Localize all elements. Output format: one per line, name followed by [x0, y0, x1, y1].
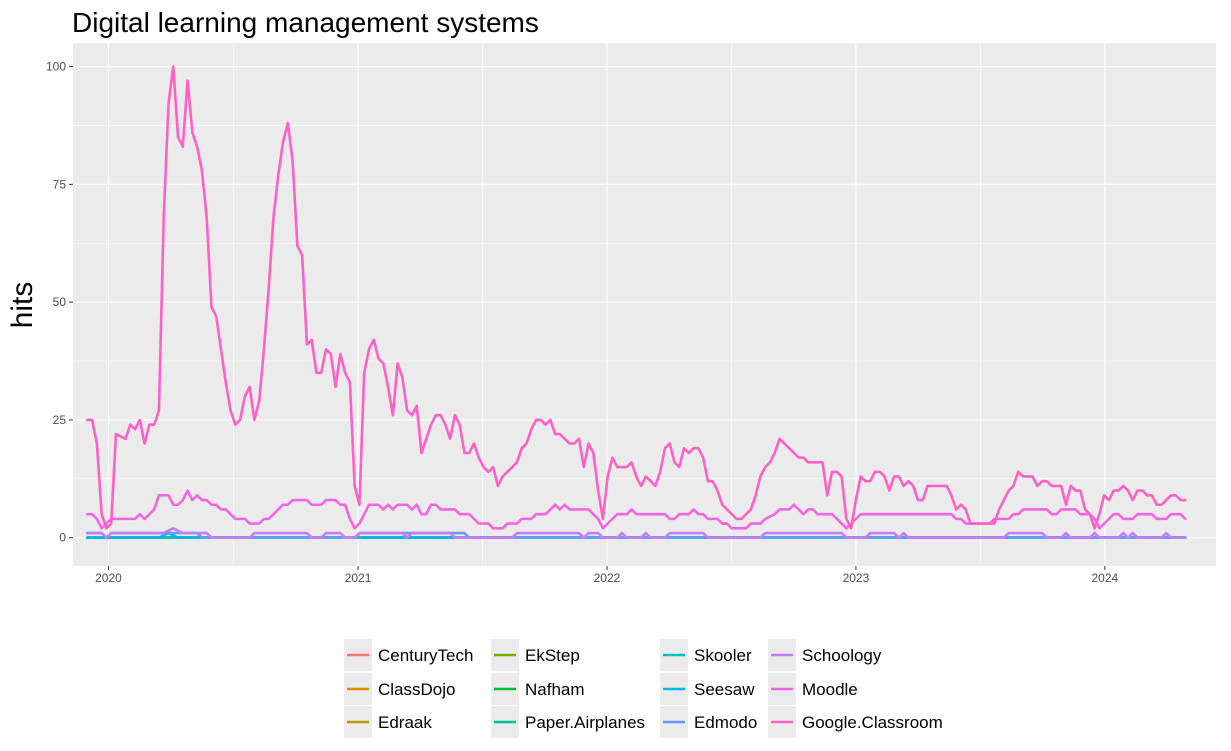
- legend-label: Paper.Airplanes: [525, 713, 645, 732]
- legend-label: Google.Classroom: [802, 713, 943, 732]
- legend-label: CenturyTech: [378, 646, 473, 665]
- legend-label: Seesaw: [694, 680, 755, 699]
- series-lines: [86, 65, 1187, 540]
- x-axis: 2020 2021 2022 2023 2024: [95, 566, 1119, 585]
- y-tick-label: 50: [53, 295, 67, 309]
- x-tick-label: 2021: [345, 571, 372, 585]
- legend: CenturyTech ClassDojo Edraak EkStep Nafham Pa…: [344, 639, 943, 738]
- series-line-schoology: [86, 527, 1187, 540]
- legend-label: EkStep: [525, 646, 580, 665]
- legend-label: Nafham: [525, 680, 585, 699]
- x-tick-label: 2022: [594, 571, 621, 585]
- y-tick-label: 0: [59, 531, 66, 545]
- x-tick-label: 2023: [843, 571, 870, 585]
- y-axis-label: hits: [6, 282, 39, 329]
- legend-label: Moodle: [802, 680, 858, 699]
- series-line-google-classroom: [86, 65, 1187, 530]
- y-tick-label: 25: [53, 413, 67, 427]
- legend-label: Schoology: [802, 646, 882, 665]
- major-gridlines: [73, 43, 1216, 566]
- chart-title: Digital learning management systems: [72, 7, 539, 38]
- y-axis: 0 25 50 75 100: [46, 60, 73, 545]
- legend-label: Edraak: [378, 713, 432, 732]
- x-tick-label: 2024: [1091, 571, 1118, 585]
- legend-label: Edmodo: [694, 713, 757, 732]
- y-tick-label: 100: [46, 60, 66, 74]
- legend-label: Skooler: [694, 646, 752, 665]
- legend-label: ClassDojo: [378, 680, 455, 699]
- x-tick-label: 2020: [95, 571, 122, 585]
- y-tick-label: 75: [53, 177, 67, 191]
- plot-panel: [73, 43, 1216, 566]
